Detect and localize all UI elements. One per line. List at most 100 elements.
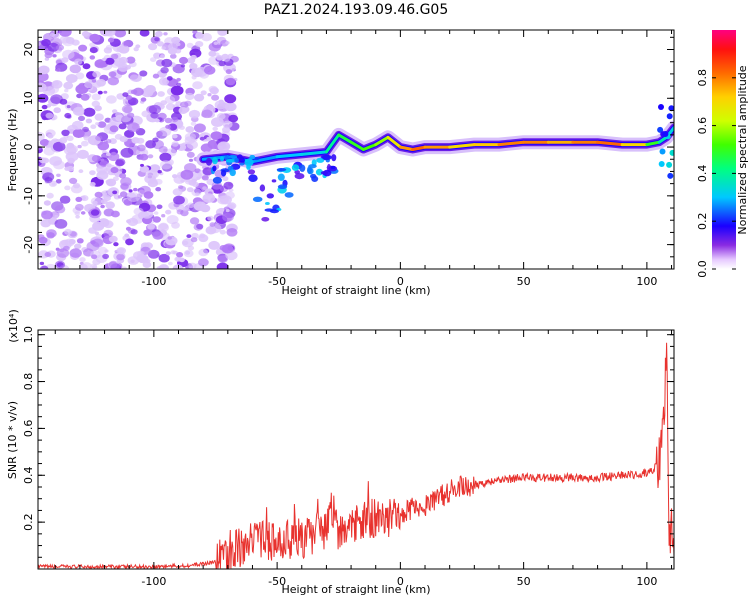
noise-blob bbox=[168, 261, 173, 266]
ridge-segment bbox=[411, 145, 427, 151]
noise-blob bbox=[127, 192, 141, 203]
spectrogram-frame bbox=[37, 29, 675, 270]
noise-blob bbox=[64, 228, 72, 235]
noise-blob bbox=[107, 37, 115, 43]
ridge-blob bbox=[220, 156, 224, 162]
noise-blob bbox=[185, 126, 195, 133]
noise-blob bbox=[89, 55, 96, 60]
noise-blob bbox=[95, 233, 102, 239]
ridge-blob bbox=[667, 172, 674, 179]
noise-blob bbox=[102, 30, 116, 37]
noise-blob bbox=[209, 222, 216, 227]
noise-blob bbox=[89, 42, 96, 48]
noise-blob bbox=[53, 160, 65, 170]
noise-blob bbox=[59, 35, 71, 44]
noise-blob bbox=[139, 30, 150, 37]
noise-blob bbox=[164, 117, 172, 124]
noise-blob bbox=[187, 245, 195, 251]
noise-blob bbox=[179, 125, 185, 130]
noise-blob bbox=[188, 158, 194, 162]
noise-blob bbox=[116, 47, 122, 52]
noise-blob bbox=[130, 259, 135, 263]
noise-blob bbox=[105, 152, 111, 157]
noise-blob bbox=[190, 54, 197, 60]
noise-blob bbox=[95, 122, 100, 126]
noise-blob bbox=[38, 236, 48, 244]
noise-blob bbox=[201, 109, 213, 119]
noise-blob bbox=[165, 209, 172, 215]
noise-blob bbox=[147, 249, 160, 259]
noise-blob bbox=[188, 109, 201, 119]
noise-blob bbox=[45, 112, 54, 119]
noise-blob bbox=[66, 105, 71, 109]
noise-blob bbox=[106, 95, 117, 104]
noise-blob bbox=[116, 253, 125, 261]
noise-blob bbox=[152, 216, 161, 223]
noise-blob bbox=[65, 151, 79, 162]
ridge-blob bbox=[252, 196, 263, 202]
noise-blob bbox=[116, 247, 126, 255]
noise-blob bbox=[213, 41, 219, 45]
ridge-blob bbox=[269, 209, 279, 214]
ridge-blob bbox=[212, 176, 222, 184]
ridge-blob bbox=[261, 217, 270, 222]
noise-blob bbox=[218, 60, 226, 67]
noise-blob bbox=[173, 195, 185, 205]
ridge-blob bbox=[308, 164, 317, 169]
noise-blob bbox=[130, 229, 138, 235]
ridge-blob bbox=[659, 148, 666, 155]
noise-blob bbox=[190, 67, 204, 78]
noise-blob bbox=[168, 42, 178, 51]
y-tick-label: 0.4 bbox=[22, 467, 35, 485]
noise-blob bbox=[65, 74, 78, 83]
snr-ylabel: SNR (10 * v/v) bbox=[6, 401, 19, 479]
noise-blob bbox=[140, 97, 147, 102]
noise-blob bbox=[119, 191, 128, 198]
noise-blob bbox=[47, 133, 54, 139]
colorbar: 0.0 0.2 0.4 0.6 0.8 Normalized spectral ampl… bbox=[696, 30, 749, 278]
noise-blob bbox=[186, 42, 194, 49]
noise-blob bbox=[52, 141, 66, 152]
noise-blob bbox=[139, 165, 149, 173]
noise-blob bbox=[196, 176, 201, 180]
noise-blob bbox=[99, 160, 109, 168]
noise-blob bbox=[211, 94, 220, 101]
noise-blob bbox=[147, 154, 154, 159]
noise-blob bbox=[140, 163, 144, 167]
ridge-segment bbox=[645, 140, 661, 147]
noise-blob bbox=[225, 208, 230, 213]
noise-blob bbox=[75, 196, 83, 202]
noise-blob bbox=[41, 39, 51, 47]
noise-blob bbox=[136, 144, 146, 152]
noise-blob bbox=[157, 91, 165, 97]
ridge-blob bbox=[248, 174, 258, 182]
ridge-segment bbox=[361, 143, 378, 151]
noise-blob bbox=[97, 246, 108, 255]
noise-blob bbox=[66, 144, 78, 154]
x-tick-label: 100 bbox=[636, 575, 657, 588]
noise-blob bbox=[133, 187, 138, 192]
noise-blob bbox=[199, 136, 205, 141]
noise-blob bbox=[171, 221, 180, 229]
noise-blob bbox=[64, 185, 71, 191]
noise-blob bbox=[211, 117, 224, 127]
noise-blob bbox=[202, 186, 208, 191]
noise-blob bbox=[129, 74, 140, 82]
noise-blob bbox=[201, 33, 213, 42]
noise-blob bbox=[69, 64, 82, 74]
noise-blob bbox=[39, 157, 47, 164]
snr-panel: -100 -50 0 50 100 0.2 0.4 0.6 0.8 1.0 Height of s… bbox=[6, 309, 675, 596]
ridge-segment bbox=[300, 150, 328, 156]
ridge-blob bbox=[320, 171, 328, 175]
noise-blob bbox=[182, 207, 189, 212]
noise-blob bbox=[125, 238, 134, 246]
noise-blob bbox=[208, 50, 217, 57]
noise-blob bbox=[190, 121, 197, 126]
noise-blob bbox=[103, 208, 115, 217]
noise-blob bbox=[46, 192, 54, 199]
noise-blob bbox=[172, 264, 184, 269]
ridge-blob bbox=[247, 158, 253, 165]
noise-blob bbox=[145, 169, 158, 180]
noise-blob bbox=[219, 229, 226, 235]
